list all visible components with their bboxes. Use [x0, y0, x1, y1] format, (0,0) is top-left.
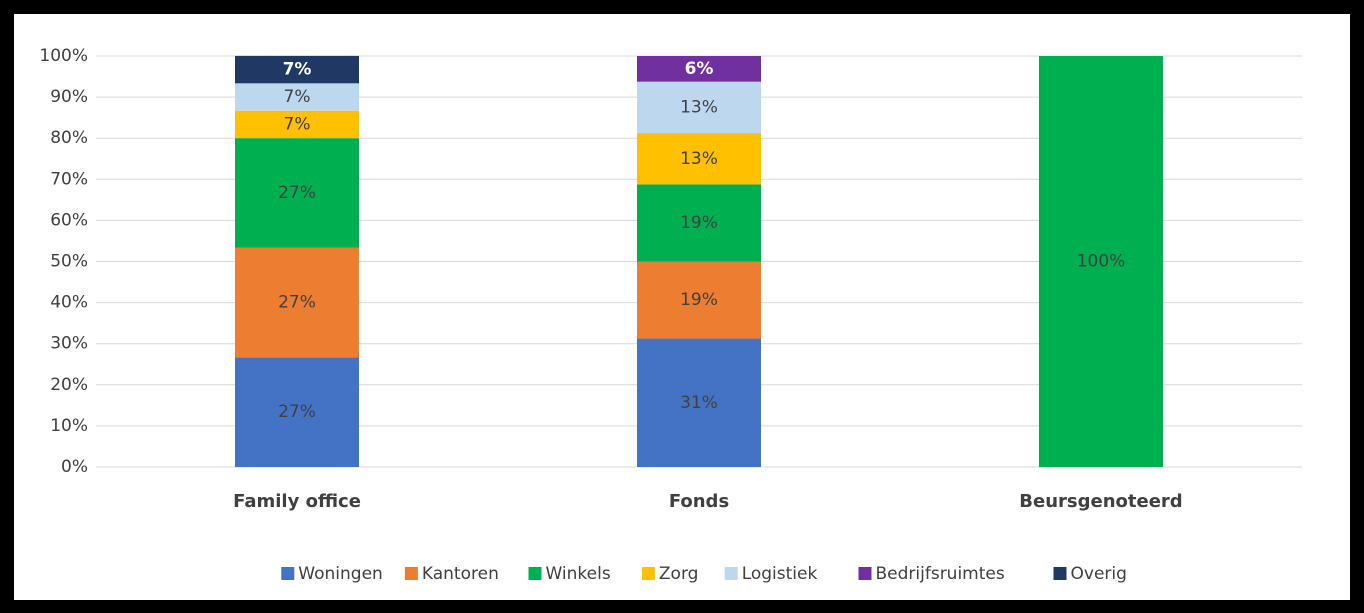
legend-swatch [528, 567, 542, 580]
bar-segment [637, 184, 761, 262]
y-tick-label: 90% [50, 87, 88, 107]
bar-segment [235, 110, 359, 139]
data-label: 19% [680, 290, 718, 310]
x-tick-label: Fonds [669, 491, 729, 512]
legend-label: Kantoren [422, 564, 499, 584]
data-label: 7% [283, 60, 312, 80]
y-tick-label: 80% [50, 128, 88, 148]
legend-label: Zorg [659, 564, 699, 584]
bar-segment [637, 261, 761, 339]
data-label: 19% [680, 213, 718, 233]
legend-swatch [641, 567, 655, 580]
bar-segment [235, 138, 359, 248]
bar-segment [1039, 56, 1163, 467]
legend-label: Bedrijfsruimtes [876, 564, 1005, 584]
y-tick-label: 20% [50, 375, 88, 395]
bar-segment [235, 357, 359, 467]
legend-swatch [858, 567, 872, 580]
x-tick-label: Beursgenoteerd [1019, 491, 1182, 512]
legend-swatch [404, 567, 418, 580]
data-label: 27% [278, 293, 316, 313]
bar-segment [235, 55, 359, 84]
legend-swatch [1053, 567, 1067, 580]
y-tick-label: 100% [39, 46, 88, 66]
y-tick-label: 40% [50, 293, 88, 313]
y-tick-label: 70% [50, 169, 88, 189]
legend-label: Woningen [298, 564, 383, 584]
bar-segment [637, 133, 761, 185]
bar-segment [235, 247, 359, 358]
bar-segment [637, 56, 761, 82]
bar-segment [637, 81, 761, 134]
y-tick-label: 30% [50, 334, 88, 354]
data-label: 27% [278, 402, 316, 422]
legend-label: Logistiek [742, 564, 818, 584]
legend-label: Winkels [546, 564, 611, 584]
legend-swatch [281, 567, 295, 580]
data-label: 13% [680, 97, 718, 117]
data-label: 7% [284, 87, 311, 107]
bar-segment [235, 83, 359, 111]
data-label: 7% [284, 114, 311, 134]
legend-label: Overig [1071, 564, 1127, 584]
data-label: 27% [278, 183, 316, 203]
x-tick-label: Family office [233, 491, 361, 512]
data-label: 100% [1077, 252, 1126, 272]
y-tick-label: 50% [50, 252, 88, 272]
data-label: 13% [680, 149, 718, 169]
y-tick-label: 60% [50, 210, 88, 230]
y-tick-label: 0% [61, 457, 88, 477]
data-label: 31% [680, 393, 718, 413]
legend-swatch [724, 567, 738, 580]
bar-segment [637, 338, 761, 467]
data-label: 6% [685, 59, 714, 79]
y-tick-label: 10% [50, 416, 88, 436]
